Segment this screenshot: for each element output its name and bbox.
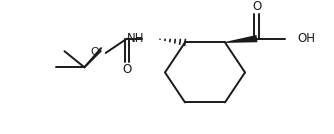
Text: O: O bbox=[122, 63, 132, 76]
Text: O: O bbox=[253, 0, 262, 13]
Text: NH: NH bbox=[127, 32, 144, 45]
Polygon shape bbox=[225, 35, 258, 43]
Text: O: O bbox=[90, 47, 99, 57]
Text: OH: OH bbox=[297, 32, 315, 45]
